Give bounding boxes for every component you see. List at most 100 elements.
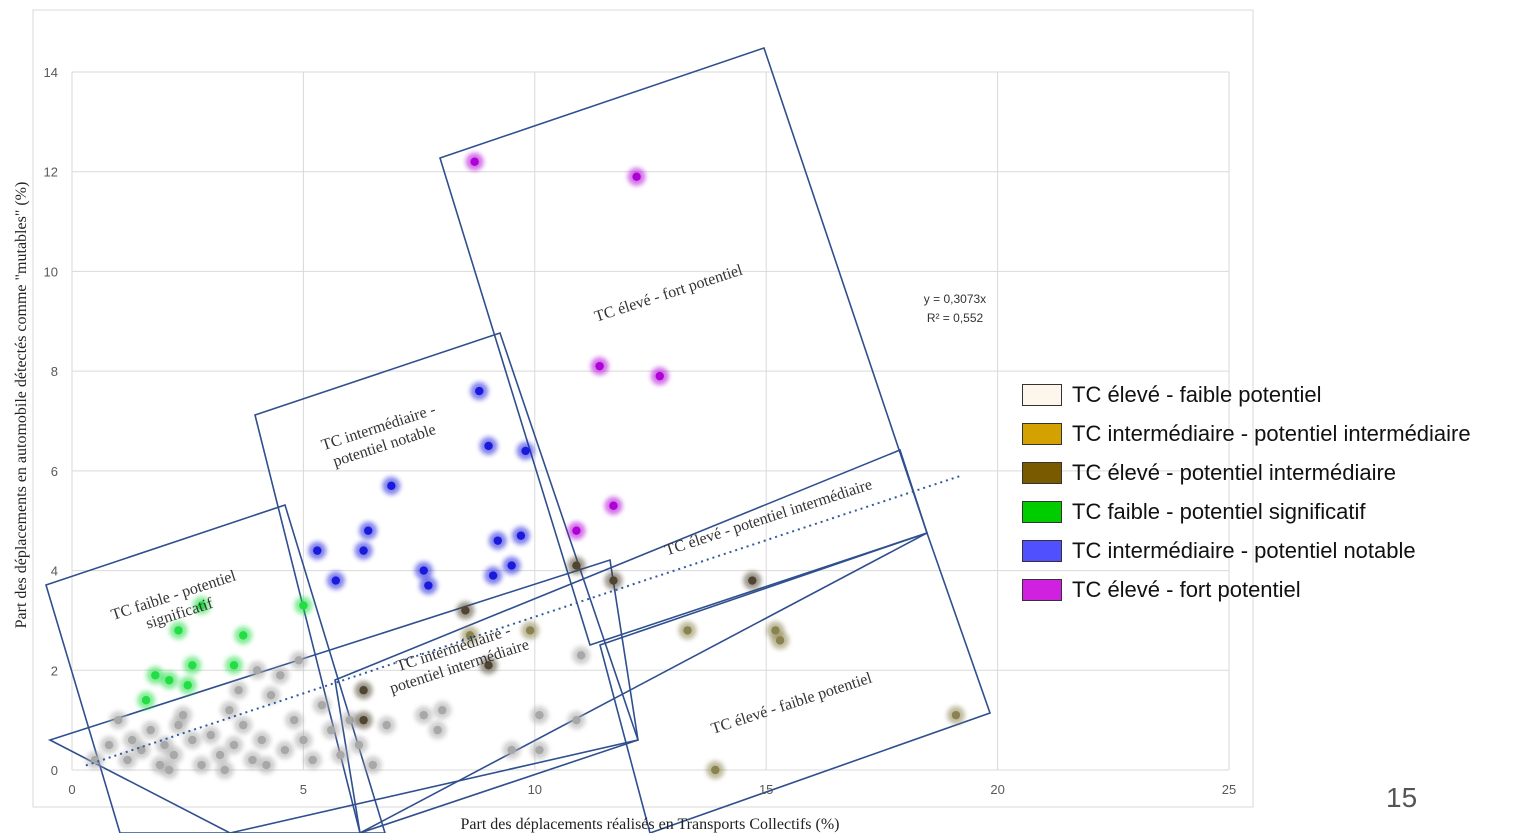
x-tick-label: 15 bbox=[759, 782, 773, 797]
data-point bbox=[146, 725, 155, 735]
legend-item: TC élevé - faible potentiel bbox=[1022, 375, 1471, 414]
data-point bbox=[197, 601, 206, 610]
data-point bbox=[188, 661, 197, 670]
legend-item: TC intermédiaire - potentiel intermédiai… bbox=[1022, 414, 1471, 453]
zone-label: TC élevé - faible potentiel bbox=[709, 670, 874, 738]
data-point bbox=[294, 656, 303, 665]
data-point bbox=[775, 636, 785, 645]
page-number: 15 bbox=[1386, 782, 1418, 813]
data-point bbox=[507, 745, 516, 755]
data-point bbox=[299, 601, 308, 610]
x-tick-label: 0 bbox=[68, 782, 75, 797]
data-point bbox=[438, 705, 447, 715]
legend-label: TC intermédiaire - potentiel intermédiai… bbox=[1072, 420, 1471, 446]
trend-r2: R² = 0,552 bbox=[927, 311, 984, 325]
data-point bbox=[572, 561, 581, 570]
data-point bbox=[576, 651, 586, 660]
data-point bbox=[433, 725, 442, 735]
data-point bbox=[484, 441, 493, 451]
y-tick-label: 2 bbox=[51, 663, 58, 678]
data-point bbox=[289, 715, 299, 725]
y-tick-label: 4 bbox=[51, 564, 58, 579]
data-point bbox=[220, 765, 229, 775]
legend-swatch bbox=[1022, 578, 1062, 601]
legend: TC élevé - faible potentiel TC intermédi… bbox=[1022, 375, 1471, 609]
data-point bbox=[363, 526, 373, 535]
data-point bbox=[521, 446, 530, 456]
data-points bbox=[86, 152, 965, 779]
data-point bbox=[382, 720, 391, 730]
data-point bbox=[493, 536, 502, 545]
data-point bbox=[424, 581, 433, 590]
data-point bbox=[252, 666, 262, 675]
data-point bbox=[609, 576, 618, 585]
zone-box bbox=[599, 531, 992, 833]
data-point bbox=[114, 715, 123, 725]
data-point bbox=[183, 681, 192, 690]
legend-swatch bbox=[1022, 383, 1062, 406]
data-point bbox=[151, 671, 160, 680]
data-point bbox=[127, 735, 137, 745]
x-tick-label: 10 bbox=[528, 782, 542, 797]
data-point bbox=[359, 715, 368, 725]
x-tick-label: 20 bbox=[990, 782, 1004, 797]
data-point bbox=[197, 760, 206, 770]
data-point bbox=[206, 730, 216, 740]
data-point bbox=[164, 765, 174, 775]
y-tick-label: 6 bbox=[51, 464, 58, 479]
data-point bbox=[280, 745, 290, 755]
data-point bbox=[345, 715, 354, 725]
data-point bbox=[470, 157, 479, 166]
x-tick-label: 25 bbox=[1222, 782, 1236, 797]
data-point bbox=[475, 386, 484, 396]
data-point bbox=[632, 172, 641, 181]
tick-labels: 0 2 4 6 8 10 12 14 0 5 10 15 20 25 bbox=[44, 65, 1237, 797]
data-point bbox=[507, 561, 516, 570]
data-point bbox=[711, 765, 720, 775]
data-point bbox=[299, 735, 308, 745]
data-point bbox=[276, 671, 285, 680]
data-point bbox=[262, 760, 271, 770]
data-point bbox=[572, 526, 581, 535]
legend-label: TC intermédiaire - potentiel notable bbox=[1072, 537, 1416, 563]
zone-box bbox=[334, 448, 928, 833]
legend-item: TC élevé - potentiel intermédiaire bbox=[1022, 453, 1471, 492]
data-point bbox=[419, 566, 428, 575]
trend-equation: y = 0,3073x bbox=[924, 292, 986, 306]
zone-box bbox=[47, 558, 639, 833]
data-point bbox=[174, 720, 183, 730]
data-point bbox=[465, 631, 475, 640]
data-point bbox=[239, 631, 248, 640]
y-tick-label: 0 bbox=[51, 763, 58, 778]
data-point bbox=[387, 481, 396, 491]
legend-swatch bbox=[1022, 539, 1062, 562]
legend-item: TC élevé - fort potentiel bbox=[1022, 570, 1471, 609]
data-point bbox=[215, 750, 225, 760]
data-point bbox=[257, 735, 266, 745]
zone-box bbox=[45, 503, 386, 833]
legend-label: TC élevé - faible potentiel bbox=[1072, 381, 1322, 407]
data-point bbox=[169, 750, 179, 760]
data-point bbox=[535, 710, 544, 720]
data-point bbox=[484, 661, 493, 670]
legend-item: TC faible - potentiel significatif bbox=[1022, 492, 1471, 531]
data-point bbox=[229, 661, 239, 670]
y-tick-label: 14 bbox=[44, 65, 58, 80]
data-point bbox=[308, 755, 317, 765]
data-point bbox=[313, 546, 322, 555]
data-point bbox=[359, 546, 368, 555]
data-point bbox=[525, 626, 535, 635]
x-tick-label: 5 bbox=[300, 782, 307, 797]
legend-swatch bbox=[1022, 500, 1062, 523]
data-point bbox=[368, 760, 378, 770]
y-tick-label: 8 bbox=[51, 364, 58, 379]
data-point bbox=[141, 696, 151, 705]
data-point bbox=[317, 700, 327, 710]
data-point bbox=[354, 740, 364, 750]
data-point bbox=[461, 606, 470, 615]
data-point bbox=[137, 745, 146, 755]
data-point bbox=[595, 361, 604, 371]
zone-label: TC intermédiaire -potentiel notable bbox=[319, 401, 443, 472]
x-axis-title: Part des déplacements réalisés en Transp… bbox=[460, 816, 839, 833]
data-point bbox=[535, 745, 544, 755]
